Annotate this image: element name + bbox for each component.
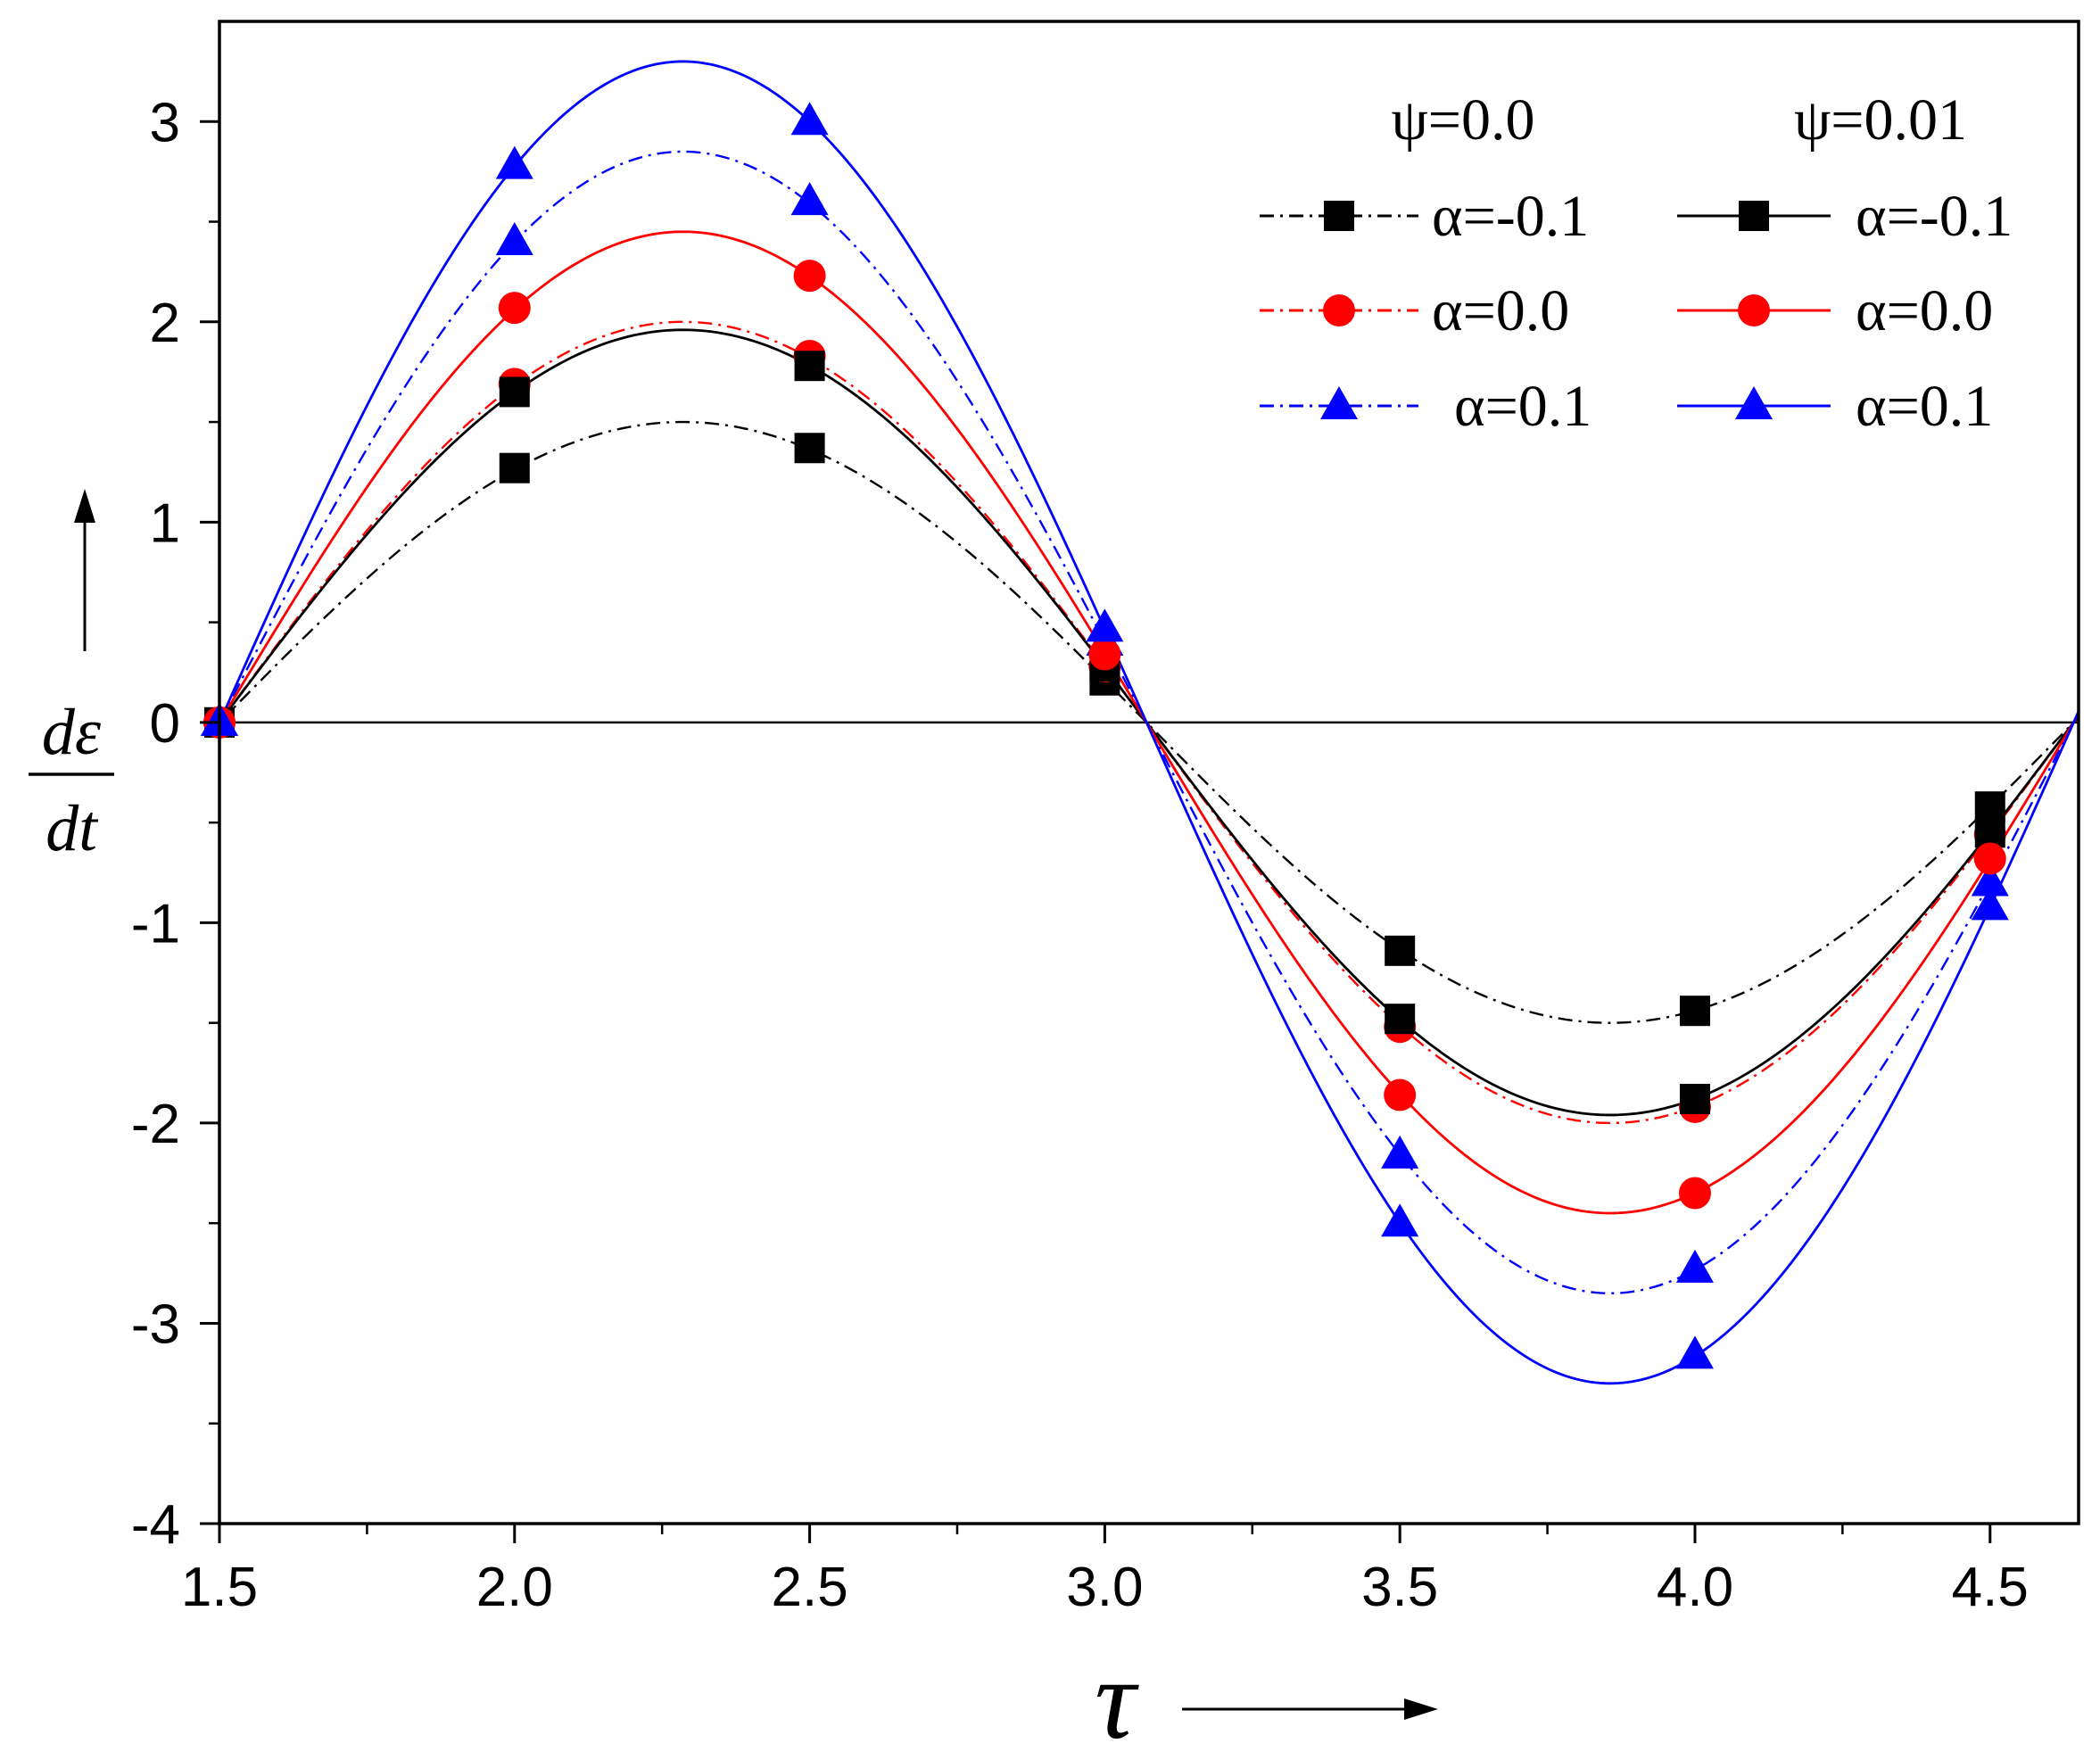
series-4-point-6 bbox=[1679, 1083, 1710, 1114]
series-4-point-2 bbox=[499, 376, 530, 408]
x-tick-label: 3.0 bbox=[1066, 1557, 1143, 1618]
y-tick-label: -4 bbox=[131, 1494, 180, 1556]
legend-label-6: α=0.1 bbox=[1856, 374, 1993, 439]
legend-label-1: α=-0.1 bbox=[1432, 184, 1589, 249]
y-tick-label: 1 bbox=[150, 492, 180, 554]
series-1-point-7 bbox=[1974, 791, 2005, 822]
y-tick-label: -1 bbox=[131, 893, 180, 954]
series-3-point-2 bbox=[495, 221, 533, 255]
x-tick-label: 2.5 bbox=[771, 1557, 847, 1618]
series-5-point-6 bbox=[1678, 1177, 1711, 1210]
series-line-6 bbox=[218, 60, 2080, 1385]
axis-labels: τ dε dt bbox=[29, 489, 1438, 1760]
y-tick-label: 2 bbox=[150, 293, 180, 354]
legend-marker-6 bbox=[1735, 386, 1773, 419]
plot-frame bbox=[218, 20, 2080, 1525]
legend-header-psi-001: ψ=0.01 bbox=[1794, 87, 1967, 153]
x-tick-label: 4.5 bbox=[1952, 1557, 2029, 1618]
series-3-point-3 bbox=[790, 182, 829, 216]
legend-marker-2 bbox=[1323, 294, 1355, 326]
y-axis-label-numerator: dε bbox=[42, 696, 102, 769]
legend-label-3: α=0.1 bbox=[1454, 374, 1592, 439]
x-tick-label: 2.0 bbox=[476, 1557, 553, 1618]
series-3-point-6 bbox=[1675, 1249, 1714, 1283]
y-tick-label: 0 bbox=[150, 693, 180, 755]
legend-marker-3 bbox=[1320, 386, 1358, 419]
series-5-point-4 bbox=[1088, 638, 1121, 671]
series-5-point-7 bbox=[1973, 842, 2006, 875]
legend-label-5: α=0.0 bbox=[1856, 278, 1993, 343]
series-line-1 bbox=[219, 420, 2079, 1024]
series-5-point-5 bbox=[1384, 1078, 1417, 1111]
plot-area bbox=[201, 60, 2080, 1385]
y-tick-label: 3 bbox=[150, 92, 180, 153]
x-tick-label: 3.5 bbox=[1361, 1557, 1438, 1618]
series-1-point-2 bbox=[499, 452, 530, 483]
series-6-point-7 bbox=[1971, 887, 2009, 921]
series-4-point-3 bbox=[794, 351, 825, 382]
x-axis-label: τ bbox=[1095, 1636, 1139, 1756]
series-1-point-6 bbox=[1679, 996, 1710, 1027]
y-axis-label-denominator: dt bbox=[45, 792, 99, 865]
legend-label-4: α=-0.1 bbox=[1856, 184, 2013, 249]
y-tick-label: -2 bbox=[131, 1094, 180, 1155]
series-5-point-2 bbox=[498, 292, 531, 325]
legend-marker-4 bbox=[1739, 201, 1769, 231]
legend-header-psi-0: ψ=0.0 bbox=[1391, 87, 1534, 153]
series-6-point-3 bbox=[790, 102, 829, 136]
series-6-point-5 bbox=[1381, 1203, 1419, 1237]
series-5-point-3 bbox=[793, 260, 826, 293]
axes: 1.5 2.0 2.5 3.0 3.5 4.0 4.5 -4 -3 -2 -1 0 1 2 3 bbox=[131, 20, 2080, 1618]
series-1-point-5 bbox=[1385, 935, 1416, 966]
series-4-point-5 bbox=[1385, 1004, 1416, 1035]
series-3-point-7 bbox=[1971, 863, 2009, 897]
series-6-point-4 bbox=[1086, 608, 1124, 642]
legend-marker-1 bbox=[1324, 201, 1354, 231]
series-6-point-6 bbox=[1675, 1335, 1714, 1369]
series-1-point-3 bbox=[794, 433, 825, 464]
legend: ψ=0.0 ψ=0.01 α=-0.1 α=0.0 α=0.1 α=-0.1 α=0.0 α=… bbox=[1260, 87, 2013, 439]
y-axis-arrow-head bbox=[74, 489, 95, 523]
x-tick-label: 4.0 bbox=[1657, 1557, 1733, 1618]
legend-label-2: α=0.0 bbox=[1432, 278, 1569, 343]
y-tick-label: -3 bbox=[131, 1293, 180, 1355]
series-6-point-2 bbox=[495, 145, 533, 179]
x-axis-arrow-head bbox=[1404, 1698, 1438, 1720]
series-3-point-5 bbox=[1381, 1135, 1419, 1169]
x-tick-label: 1.5 bbox=[181, 1557, 258, 1618]
legend-marker-5 bbox=[1738, 294, 1770, 326]
